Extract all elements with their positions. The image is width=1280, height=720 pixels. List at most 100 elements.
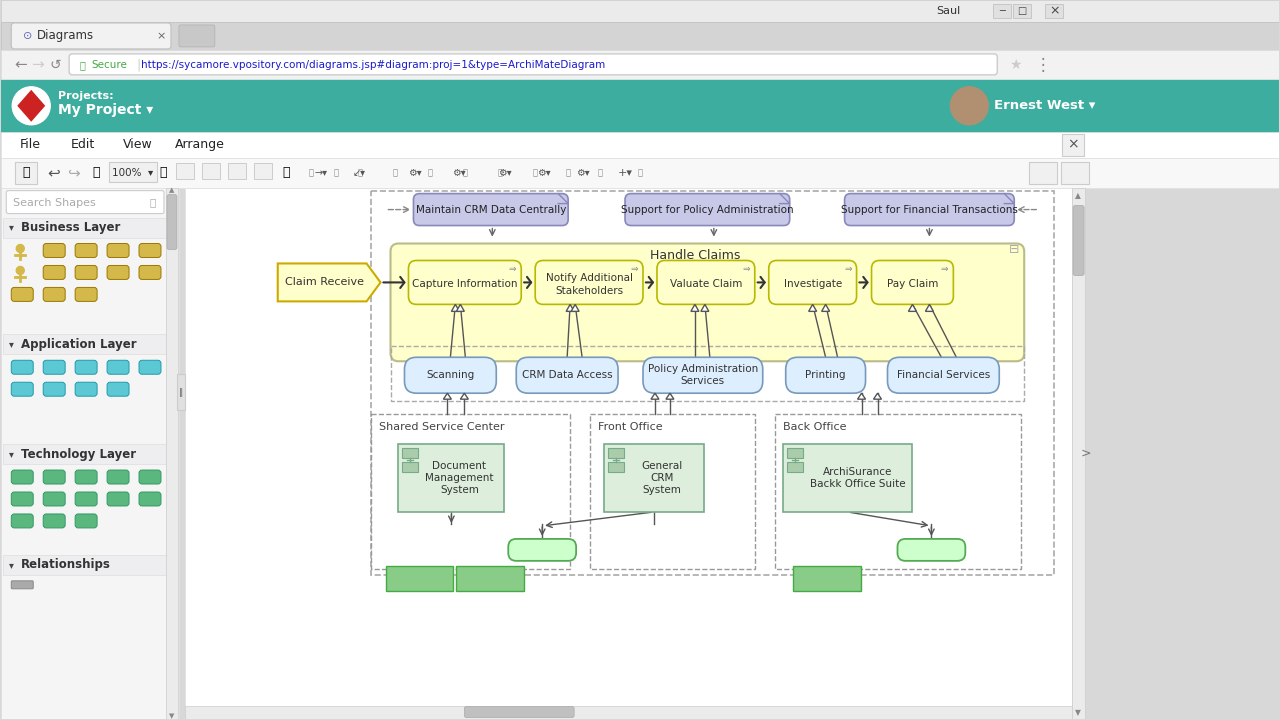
Text: General
CRM
System: General CRM System [641,461,682,495]
FancyBboxPatch shape [108,360,129,374]
Polygon shape [858,393,865,399]
Text: Financial Services: Financial Services [897,370,989,380]
Text: ▲: ▲ [169,188,174,194]
Text: Investigate: Investigate [783,279,842,289]
FancyBboxPatch shape [44,243,65,258]
Polygon shape [652,393,659,399]
Text: ⇒: ⇒ [941,266,948,274]
FancyBboxPatch shape [897,539,965,561]
FancyBboxPatch shape [12,470,33,484]
Text: Back Office: Back Office [782,422,846,432]
Bar [1014,4,1032,18]
Circle shape [17,245,24,253]
Polygon shape [452,305,460,311]
FancyBboxPatch shape [404,357,497,393]
Bar [1,80,1279,132]
Text: |: | [136,58,141,71]
Bar [4,555,175,575]
Text: ⬜: ⬜ [308,168,314,177]
Bar [1073,188,1085,719]
Text: View: View [123,138,152,151]
Text: ⬜: ⬜ [637,168,643,177]
Bar [457,566,525,591]
FancyBboxPatch shape [408,261,521,305]
Bar [1,0,1279,22]
Bar [1029,162,1057,184]
Bar [398,444,504,512]
Bar [787,462,803,472]
Text: Ernest West ▾: Ernest West ▾ [995,99,1096,112]
FancyBboxPatch shape [76,514,97,528]
Text: ⬜: ⬜ [463,168,468,177]
Bar [370,191,1055,575]
Text: Valuate Claim: Valuate Claim [669,279,742,289]
FancyBboxPatch shape [44,382,65,396]
FancyBboxPatch shape [166,194,177,250]
FancyBboxPatch shape [12,287,33,302]
Text: →: → [31,58,44,73]
FancyBboxPatch shape [44,287,65,302]
Text: ⬜: ⬜ [358,168,364,177]
Polygon shape [873,393,882,399]
FancyBboxPatch shape [625,194,790,225]
Bar [390,346,1024,401]
Bar [604,444,704,512]
Polygon shape [17,90,45,122]
Text: ⚙▾: ⚙▾ [538,168,550,178]
Circle shape [17,266,24,274]
FancyBboxPatch shape [657,261,755,305]
FancyBboxPatch shape [76,492,97,506]
Bar [782,444,913,512]
Text: https://sycamore.vpository.com/diagrams.jsp#diagram:proj=1&type=ArchiMateDiagram: https://sycamore.vpository.com/diagrams.… [141,60,605,70]
Text: Handle Claims: Handle Claims [650,249,740,262]
Text: Support for Policy Administration: Support for Policy Administration [621,204,794,215]
Bar [202,163,220,179]
FancyBboxPatch shape [76,266,97,279]
FancyBboxPatch shape [1073,206,1084,276]
Polygon shape [909,305,916,311]
Text: ▼: ▼ [1075,708,1082,717]
Bar [1,22,1279,50]
Text: 🔒: 🔒 [79,60,84,70]
Text: ⋮: ⋮ [1034,56,1051,74]
Bar [787,448,803,458]
Polygon shape [925,305,933,311]
FancyBboxPatch shape [12,382,33,396]
FancyBboxPatch shape [108,382,129,396]
Bar [4,217,175,238]
Text: ⬜: ⬜ [532,168,538,177]
Text: File: File [19,138,40,151]
Polygon shape [571,305,579,311]
Text: 🔍: 🔍 [92,166,100,179]
Bar [175,163,193,179]
FancyBboxPatch shape [12,23,172,49]
FancyBboxPatch shape [390,243,1024,361]
Text: ★: ★ [1009,58,1021,72]
Text: □: □ [1018,6,1027,16]
Bar [370,414,570,569]
FancyBboxPatch shape [508,539,576,561]
Text: ⇒: ⇒ [508,266,516,274]
Text: ▾: ▾ [9,560,14,570]
Text: Document
Management
System: Document Management System [425,461,494,495]
Text: Printing: Printing [805,370,846,380]
FancyBboxPatch shape [6,191,164,214]
FancyBboxPatch shape [44,514,65,528]
Text: →▾: →▾ [315,168,328,178]
Text: ⇒: ⇒ [742,266,750,274]
Text: ⊙: ⊙ [23,31,32,41]
Text: ⇒: ⇒ [631,266,637,274]
Text: Notify Additional
Stakeholders: Notify Additional Stakeholders [545,273,632,296]
Bar [774,414,1021,569]
Bar [184,188,1073,719]
Text: Projects:: Projects: [58,91,114,101]
Bar [4,334,175,354]
FancyBboxPatch shape [108,470,129,484]
Circle shape [950,87,988,125]
Bar [166,188,178,719]
Text: ⚙▾: ⚙▾ [452,168,466,178]
Bar [228,163,246,179]
Text: ‖: ‖ [179,387,183,397]
Bar [1062,134,1084,156]
Bar [109,162,157,181]
